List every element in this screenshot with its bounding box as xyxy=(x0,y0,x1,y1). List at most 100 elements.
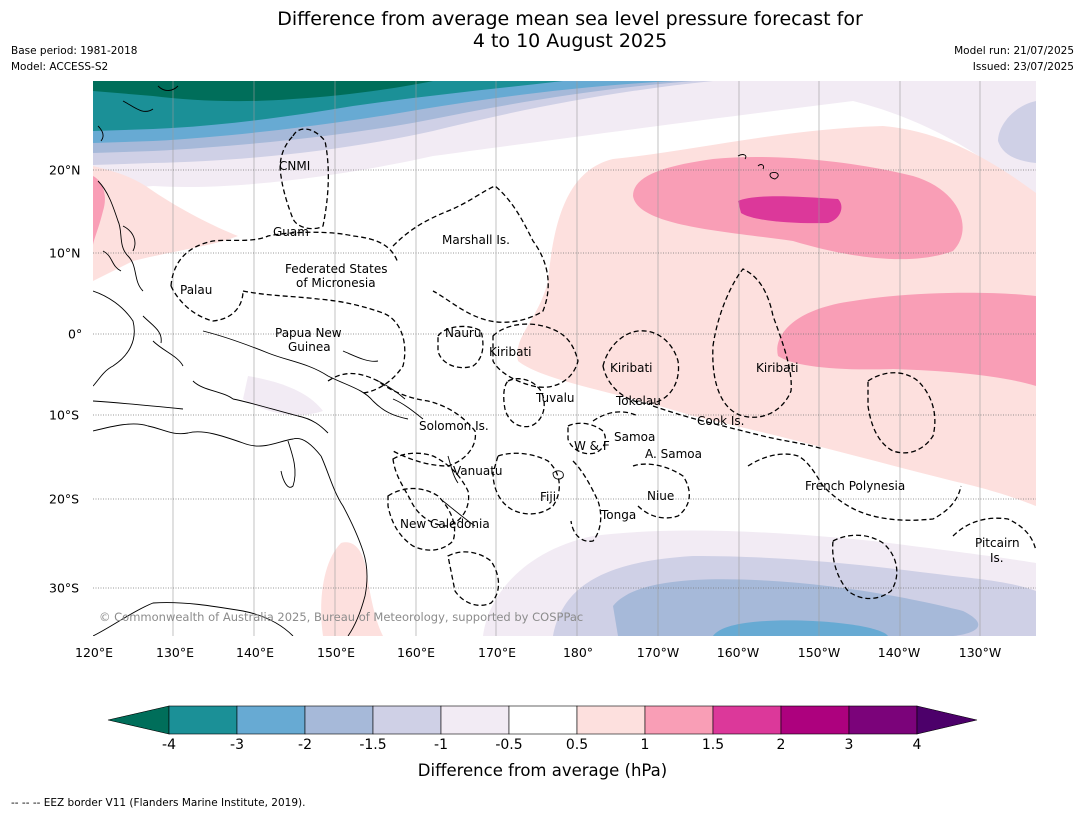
eez-nz-kermadec xyxy=(447,551,500,606)
region-labels: CNMI Guam Marshall Is. Federated States … xyxy=(99,159,1020,624)
graticule xyxy=(172,81,981,636)
colorbar-segment xyxy=(576,705,646,735)
eez-tuvalu xyxy=(503,378,545,428)
colorbar-tick: -2 xyxy=(298,737,312,753)
coast-australia-south xyxy=(93,602,294,636)
colorbar-tick: 4 xyxy=(912,737,922,753)
colorbar-label: Difference from average (hPa) xyxy=(417,761,668,780)
label-vanuatu: Vanuatu xyxy=(453,464,503,478)
eez-tokelau-cook xyxy=(592,405,824,450)
x-tick: 130°E xyxy=(155,645,195,660)
label-niue: Niue xyxy=(647,489,674,503)
eez-kiribati-west xyxy=(492,323,579,388)
label-fsm-line-1: Federated States xyxy=(285,262,387,276)
colorbar-segment xyxy=(440,705,510,735)
eez-borders xyxy=(170,128,1036,606)
label-french-polynesia: French Polynesia xyxy=(805,479,905,493)
coast-fiji xyxy=(552,470,564,480)
label-pitcairn-line-1: Pitcairn xyxy=(975,536,1020,550)
colorbar-segment xyxy=(644,705,714,735)
coast-vanuatu xyxy=(447,455,459,484)
colorbar-segment xyxy=(712,705,782,735)
colorbar-segment xyxy=(372,705,442,735)
colorbar-tick: 3 xyxy=(844,737,854,753)
label-solomon-islands: Solomon Is. xyxy=(419,419,489,433)
label-marshall-islands: Marshall Is. xyxy=(442,233,510,247)
coast-australia-north xyxy=(93,423,322,457)
colorbar-extend-high xyxy=(916,705,978,735)
colorbar-tick: -1.5 xyxy=(359,737,387,753)
coast-australia-east xyxy=(320,455,368,636)
colorbar-tick: -1 xyxy=(434,737,448,753)
colorbar-segment xyxy=(780,705,850,735)
eez-fiji xyxy=(492,452,560,515)
eez-png xyxy=(242,290,406,394)
label-tonga: Tonga xyxy=(600,508,636,522)
label-tuvalu: Tuvalu xyxy=(535,391,575,405)
colorbar-segment xyxy=(304,705,374,735)
label-new-caledonia: New Caledonia xyxy=(400,517,490,531)
coast-hawaii xyxy=(737,154,779,180)
eez-palau xyxy=(170,285,244,322)
issued-date: Issued: 23/07/2025 xyxy=(972,61,1074,73)
x-tick: 160°W xyxy=(716,645,760,660)
colorbar-tick: 1 xyxy=(640,737,650,753)
x-tick: 160°E xyxy=(396,645,436,660)
eez-pitcairn xyxy=(832,534,898,600)
anomaly-band-1-1.5-equator xyxy=(777,292,1036,386)
label-kiribati-west: Kiribati xyxy=(489,345,531,359)
eez-niue-cook xyxy=(632,463,690,519)
eez-footnote: -- -- -- EEZ border V11 (Flanders Marine… xyxy=(11,797,306,809)
anomaly-band-minus-1.5-south xyxy=(613,579,979,636)
x-tick: 180° xyxy=(562,645,594,660)
x-tick: 130°W xyxy=(958,645,1002,660)
y-tick: 10°N xyxy=(49,245,81,261)
south-negative-anomaly xyxy=(483,530,1036,636)
y-tick: 20°N xyxy=(49,162,81,178)
label-cnmi: CNMI xyxy=(279,159,310,173)
x-tick: 170°W xyxy=(636,645,680,660)
colorbar-tick: 1.5 xyxy=(701,737,725,753)
colorbar-segment xyxy=(848,705,918,735)
title-line-1: Difference from average mean sea level p… xyxy=(277,8,863,30)
label-cook-islands: Cook Is. xyxy=(697,414,744,428)
model-run: Model run: 21/07/2025 xyxy=(954,45,1074,57)
eez-kiribati-central xyxy=(602,330,680,404)
eez-samoa xyxy=(567,422,606,455)
eez-vanuatu xyxy=(392,452,470,527)
colorbar-tick: 0.5 xyxy=(565,737,589,753)
colorbar xyxy=(107,705,978,735)
label-wallis-futuna: W & F xyxy=(574,439,610,453)
anomaly-band-0.5-1-png xyxy=(243,376,323,416)
eez-tonga xyxy=(570,460,602,542)
x-tick: 120°E xyxy=(74,645,114,660)
anomaly-band-1-1.5-west xyxy=(93,176,105,246)
coast-borneo xyxy=(93,290,135,387)
eez-kiribati-east xyxy=(712,268,792,418)
label-fsm-line-2: of Micronesia xyxy=(296,276,376,290)
label-pitcairn-line-2: Is. xyxy=(990,551,1004,565)
label-nauru: Nauru xyxy=(445,326,481,340)
meta-left: Base period: 1981-2018 Model: ACCESS-S2 xyxy=(11,43,137,75)
y-tick: 30°S xyxy=(49,580,80,596)
meta-right: Model run: 21/07/2025 Issued: 23/07/2025 xyxy=(954,43,1074,75)
positive-anomaly xyxy=(93,126,1036,636)
coast-solomon xyxy=(377,380,424,420)
eez-cnmi xyxy=(279,128,329,230)
coast-philippines xyxy=(97,180,144,292)
colorbar-tick: -4 xyxy=(162,737,176,753)
anomaly-band-minus-2-south xyxy=(713,620,888,636)
label-guam: Guam xyxy=(273,225,309,239)
label-fiji: Fiji xyxy=(540,490,556,504)
coast-japan xyxy=(97,85,179,142)
title-line-2: 4 to 10 August 2025 xyxy=(472,30,668,52)
label-png-line-2: Guinea xyxy=(288,340,331,354)
eez-guam-fsm-palau xyxy=(170,231,399,287)
label-tokelau: Tokelau xyxy=(615,394,661,408)
y-tick: 10°S xyxy=(49,407,80,423)
map-title: Difference from average mean sea level p… xyxy=(0,8,1085,52)
colorbar-segment xyxy=(168,705,238,735)
anomaly-band-1.5-2 xyxy=(738,196,842,224)
y-tick: 0° xyxy=(68,326,83,342)
coast-australia-gulf xyxy=(280,440,296,488)
